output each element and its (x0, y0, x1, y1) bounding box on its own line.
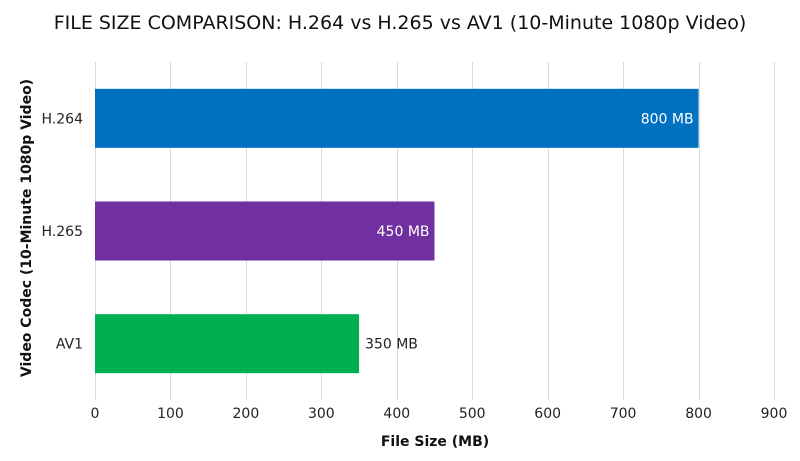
x-tick-label: 900 (761, 406, 788, 422)
category-label: AV1 (56, 337, 83, 353)
x-tick-label: 100 (157, 406, 184, 422)
x-tick-label: 200 (233, 406, 260, 422)
y-axis-title: Video Codec (10-Minute 1080p Video) (19, 79, 35, 377)
bars (95, 88, 699, 374)
bar-h-265 (95, 201, 435, 261)
x-axis-title: File Size (MB) (381, 434, 489, 450)
category-label: H.265 (42, 224, 83, 240)
data-labels: 800 MB 450 MB 350 MB (365, 111, 694, 352)
x-tick-label: 0 (91, 406, 100, 422)
category-labels: H.264 H.265 AV1 (42, 111, 84, 352)
category-label: H.264 (42, 111, 84, 127)
x-tick-label: 300 (308, 406, 335, 422)
x-tick-label: 400 (383, 406, 410, 422)
data-label: 350 MB (365, 337, 418, 353)
x-tick-labels: 0 100 200 300 400 500 600 700 800 900 (91, 406, 788, 422)
bar-av1 (95, 314, 360, 374)
data-label: 800 MB (641, 111, 694, 127)
chart-title: FILE SIZE COMPARISON: H.264 vs H.265 vs … (54, 12, 747, 34)
x-tick-label: 500 (459, 406, 486, 422)
x-tick-label: 700 (610, 406, 637, 422)
bar-h-264 (95, 88, 699, 148)
x-tick-label: 600 (534, 406, 561, 422)
x-tick-label: 800 (685, 406, 712, 422)
data-label: 450 MB (377, 224, 430, 240)
